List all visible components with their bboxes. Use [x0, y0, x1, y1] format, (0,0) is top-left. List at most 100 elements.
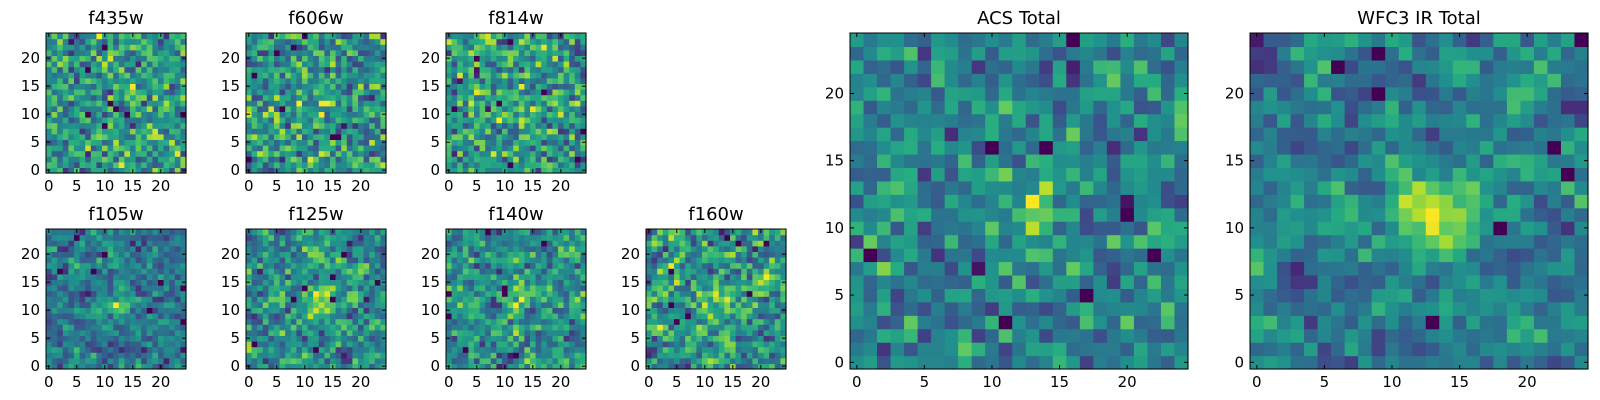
heatmap-cell	[546, 279, 553, 286]
heatmap-cell	[530, 139, 537, 146]
heatmap-cell	[169, 307, 176, 314]
heatmap-cell	[535, 49, 542, 56]
heatmap-cell	[174, 55, 181, 62]
heatmap-cell	[513, 341, 520, 348]
heatmap-cell	[313, 55, 320, 62]
heatmap-cell	[274, 122, 281, 129]
heatmap-cell	[152, 150, 159, 157]
heatmap-cell	[352, 285, 359, 292]
heatmap-cell	[507, 229, 514, 236]
heatmap-cell	[285, 341, 292, 348]
heatmap-cell	[358, 117, 365, 124]
heatmap-cell	[524, 55, 531, 62]
heatmap-cell	[971, 274, 986, 289]
heatmap-cell	[380, 94, 387, 101]
heatmap-cell	[135, 83, 142, 90]
heatmap-cell	[163, 296, 170, 303]
heatmap-cell	[363, 307, 370, 314]
heatmap-cell	[679, 262, 686, 269]
heatmap-cell	[51, 285, 58, 292]
heatmap-cell	[752, 273, 759, 280]
heatmap-cell	[113, 329, 120, 336]
heatmap-cell	[530, 111, 537, 118]
heatmap-cell	[496, 139, 503, 146]
heatmap-cell	[718, 318, 725, 325]
heatmap-cell	[257, 324, 264, 331]
heatmap-cell	[502, 329, 509, 336]
heatmap-cell	[741, 352, 748, 359]
heatmap-cell	[446, 240, 453, 247]
heatmap-cell	[346, 363, 353, 370]
heatmap-cell	[290, 251, 297, 258]
heatmap-cell	[730, 318, 737, 325]
heatmap-cell	[552, 324, 559, 331]
heatmap-cell	[369, 49, 376, 56]
heatmap-cell	[569, 273, 576, 280]
heatmap-cell	[518, 329, 525, 336]
heatmap-cell	[174, 61, 181, 68]
heatmap-cell	[530, 257, 537, 264]
heatmap-cell	[130, 44, 137, 51]
heatmap-cell	[85, 77, 92, 84]
heatmap-cell	[169, 66, 176, 73]
heatmap-cell	[518, 335, 525, 342]
heatmap-cell	[118, 357, 125, 364]
heatmap-cell	[68, 111, 75, 118]
y-tick-label: 5	[430, 329, 440, 347]
heatmap-cell	[696, 234, 703, 241]
heatmap-cell	[74, 307, 81, 314]
heatmap-cell	[877, 207, 892, 222]
heatmap-cell	[546, 150, 553, 157]
heatmap-cell	[931, 100, 946, 115]
heatmap-cell	[917, 59, 932, 74]
heatmap-cell	[90, 72, 97, 79]
heatmap-cell	[257, 229, 264, 236]
heatmap-cell	[863, 46, 878, 61]
heatmap-cell	[335, 156, 342, 163]
heatmap-cell	[274, 100, 281, 107]
heatmap-cell	[451, 296, 458, 303]
heatmap-cell	[352, 290, 359, 297]
heatmap-cell	[507, 251, 514, 258]
heatmap-cell	[446, 285, 453, 292]
heatmap-cell	[457, 273, 464, 280]
heatmap-cell	[79, 279, 86, 286]
heatmap-cell	[718, 363, 725, 370]
heatmap-cell	[324, 285, 331, 292]
heatmap-cell	[290, 352, 297, 359]
heatmap-cell	[735, 245, 742, 252]
heatmap-cell	[558, 352, 565, 359]
heatmap-cell	[513, 161, 520, 168]
heatmap-cell	[944, 207, 959, 222]
heatmap-cell	[257, 313, 264, 320]
heatmap-cell	[324, 117, 331, 124]
heatmap-cell	[552, 363, 559, 370]
heatmap-cell	[502, 285, 509, 292]
heatmap-cell	[268, 89, 275, 96]
heatmap-cell	[524, 111, 531, 118]
heatmap-cell	[285, 117, 292, 124]
heatmap-cell	[279, 285, 286, 292]
heatmap-cell	[541, 313, 548, 320]
heatmap-cell	[535, 301, 542, 308]
heatmap-cell	[174, 240, 181, 247]
heatmap-cell	[57, 72, 64, 79]
heatmap-cell	[535, 285, 542, 292]
heatmap-cell	[574, 234, 581, 241]
heatmap-cell	[118, 61, 125, 68]
heatmap-cell	[262, 83, 269, 90]
heatmap-cell	[341, 38, 348, 45]
heatmap-cell	[574, 318, 581, 325]
heatmap-cell	[674, 262, 681, 269]
heatmap-cell	[462, 251, 469, 258]
heatmap-cell	[657, 352, 664, 359]
heatmap-cell	[124, 229, 131, 236]
heatmap-cell	[713, 346, 720, 353]
heatmap-cell	[352, 229, 359, 236]
heatmap-cell	[180, 245, 187, 252]
heatmap-cell	[246, 150, 253, 157]
heatmap-cell	[746, 251, 753, 258]
heatmap-cell	[917, 315, 932, 330]
heatmap-cell	[96, 290, 103, 297]
heatmap-cell	[502, 100, 509, 107]
